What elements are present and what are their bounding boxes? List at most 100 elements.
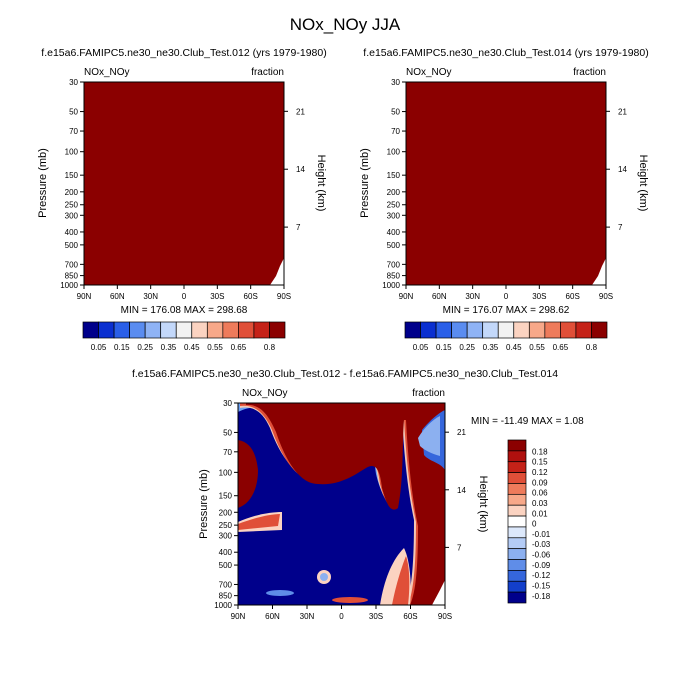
colorbar-swatch <box>98 321 115 339</box>
x-tick-label: 90N <box>399 292 414 301</box>
colorbar-swatch <box>528 321 546 339</box>
colorbar-label: 0.45 <box>184 343 200 352</box>
y-tick-label: 700 <box>65 260 79 269</box>
colorbar-label: 0.65 <box>553 343 569 352</box>
panel-2-title: f.e15a6.FAMIPC5.ne30_ne30.Club_Test.014 … <box>363 47 648 59</box>
x-tick-label: 60N <box>432 292 447 301</box>
y-tick-label: 70 <box>223 448 232 457</box>
colorbar-label: 0.15 <box>436 343 452 352</box>
colorbar-swatch <box>482 321 499 339</box>
y-tick-label: 100 <box>65 148 79 157</box>
y-tick-label: 500 <box>219 561 233 570</box>
x-tick-label: 0 <box>339 612 344 621</box>
y-tick-label: 200 <box>65 188 79 197</box>
colorbar-swatch <box>507 591 527 604</box>
panel-1-right-label: fraction <box>251 67 284 78</box>
x-tick-label: 60N <box>110 292 125 301</box>
y-tick-label: 150 <box>65 171 79 180</box>
colorbar-swatch <box>507 483 527 495</box>
y-right-tick-label: 21 <box>296 107 305 116</box>
panel-1-field <box>84 82 284 285</box>
panel-1-ylabel-right: Height (km) <box>315 155 327 212</box>
y-tick-label: 1000 <box>214 601 232 610</box>
colorbar-swatch <box>206 321 224 339</box>
colorbar-swatch <box>507 548 527 560</box>
colorbar-label: -0.09 <box>532 561 551 570</box>
y-tick-label: 150 <box>387 171 401 180</box>
panel-1-title: f.e15a6.FAMIPC5.ne30_ne30.Club_Test.012 … <box>41 47 326 59</box>
colorbar-swatch <box>238 321 255 339</box>
colorbar-label: 0.25 <box>137 343 153 352</box>
x-tick-label: 60S <box>244 292 258 301</box>
panel-3-ylabel-right: Height (km) <box>477 476 489 533</box>
colorbar-label: 0.15 <box>114 343 130 352</box>
y-tick-label: 50 <box>223 428 232 437</box>
panel-1-axis-ticks: 90N 60N 30N 0 30S 60S 90S 30 50 70 100 150 200 250300… <box>60 78 305 301</box>
colorbar-label: 0.25 <box>459 343 475 352</box>
colorbar-swatch <box>253 321 270 339</box>
panel-1-ylabel: Pressure (mb) <box>37 148 49 218</box>
colorbar-label: 0.12 <box>532 468 548 477</box>
panel-3-right-label: fraction <box>412 388 445 399</box>
colorbar-swatch <box>507 537 527 550</box>
figure-title: NOx_NOy JJA <box>290 15 401 34</box>
colorbar-swatch <box>544 321 561 339</box>
colorbar-label: -0.03 <box>532 540 551 549</box>
colorbar-swatch <box>160 321 177 339</box>
y-tick-label: 850 <box>387 272 401 281</box>
x-tick-label: 90S <box>438 612 452 621</box>
colorbar-swatch <box>591 321 608 339</box>
panel-1-left-label: NOx_NOy <box>84 67 130 78</box>
x-tick-label: 30N <box>465 292 480 301</box>
colorbar-swatch <box>507 580 527 593</box>
y-tick-label: 200 <box>387 188 401 197</box>
y-tick-label: 300 <box>65 211 79 220</box>
panel-3-ylabel: Pressure (mb) <box>198 469 210 539</box>
y-tick-label: 700 <box>219 580 233 589</box>
y-tick-label: 100 <box>219 468 233 477</box>
panel-2-right-label: fraction <box>573 67 606 78</box>
panel-3-title: f.e15a6.FAMIPC5.ne30_ne30.Club_Test.012 … <box>132 368 558 380</box>
x-tick-label: 30S <box>532 292 546 301</box>
colorbar-label: 0.8 <box>264 343 276 352</box>
colorbar-label: -0.06 <box>532 551 551 560</box>
y-tick-label: 850 <box>219 592 233 601</box>
colorbar-swatch <box>513 321 530 339</box>
y-tick-label: 400 <box>65 228 79 237</box>
colorbar-swatch <box>175 321 193 339</box>
panel-2-stats: MIN = 176.07 MAX = 298.62 <box>443 305 570 316</box>
colorbar-swatch <box>560 321 577 339</box>
y-tick-label: 30 <box>69 78 78 87</box>
y-tick-label: 150 <box>219 492 233 501</box>
colorbar-swatch <box>507 570 527 582</box>
colorbar-label: 0.8 <box>586 343 598 352</box>
panel-3-stats: MIN = -11.49 MAX = 1.08 <box>471 416 584 427</box>
colorbar-label: -0.18 <box>532 592 551 601</box>
panel-3: f.e15a6.FAMIPC5.ne30_ne30.Club_Test.012 … <box>132 368 584 621</box>
colorbar-swatch <box>507 526 527 539</box>
colorbar-swatch <box>497 321 515 339</box>
colorbar-label: 0.35 <box>483 343 499 352</box>
colorbar-swatch <box>451 321 468 339</box>
panel-2-axis-ticks: 90N 60N 30N 0 30S 60S 90S 30 50 70 100 150 200 250300… <box>382 78 627 301</box>
colorbar-label: 0.03 <box>532 499 548 508</box>
colorbar-swatch <box>575 321 592 339</box>
panel-2: f.e15a6.FAMIPC5.ne30_ne30.Club_Test.014 … <box>359 47 649 352</box>
y-tick-label: 400 <box>387 228 401 237</box>
colorbar-swatch <box>507 515 527 528</box>
colorbar-label: 0.65 <box>231 343 247 352</box>
colorbar-label: 0.09 <box>532 478 548 487</box>
y-tick-label: 1000 <box>60 281 78 290</box>
panel-2-left-label: NOx_NOy <box>406 67 452 78</box>
colorbar-swatch <box>507 450 527 463</box>
colorbar-swatch <box>507 439 527 452</box>
colorbar-label: 0.55 <box>207 343 223 352</box>
y-tick-label: 1000 <box>382 281 400 290</box>
colorbar-swatch <box>466 321 484 339</box>
colorbar-label: 0.55 <box>529 343 545 352</box>
y-tick-label: 400 <box>219 548 233 557</box>
panel-3-field <box>238 403 445 605</box>
x-tick-label: 30N <box>300 612 315 621</box>
y-right-tick-label: 7 <box>618 223 623 232</box>
colorbar-swatch <box>82 321 99 339</box>
